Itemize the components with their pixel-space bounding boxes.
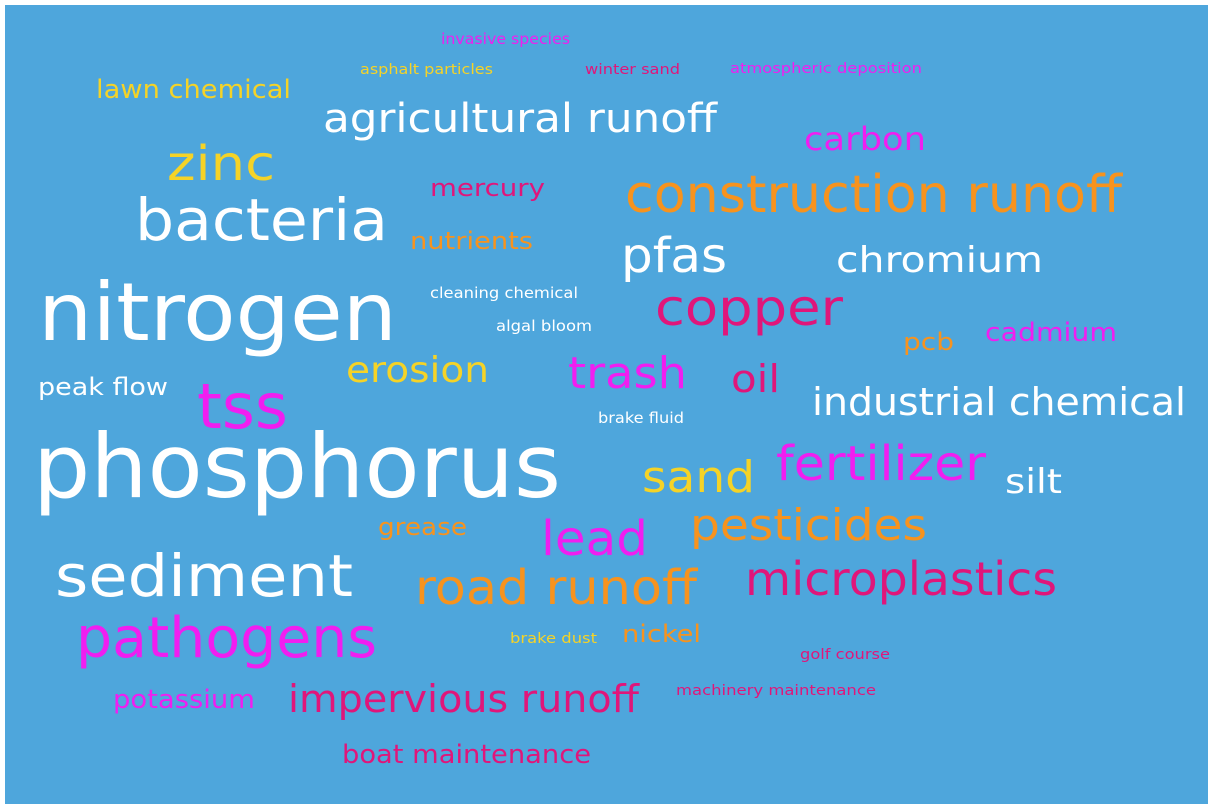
word: winter sand [585,62,680,78]
word: zinc [167,136,275,192]
word: road runoff [415,560,698,616]
word: copper [655,279,843,337]
word: atmospheric deposition [730,61,922,77]
word: erosion [346,350,489,391]
word: grease [378,513,467,541]
word: invasive species [441,30,570,48]
word: potassium [113,685,255,715]
word: tss [197,370,288,443]
word: sediment [55,542,353,610]
word: chromium [836,240,1043,281]
word: phosphorus [33,415,561,518]
word: nitrogen [38,266,397,359]
word: pcb [903,328,954,356]
word: golf course [800,647,890,663]
word: oil [731,357,780,401]
word: bacteria [135,186,388,254]
word: trash [568,348,687,399]
word: brake dust [510,631,598,647]
word: algal bloom [496,317,592,335]
word: agricultural runoff [323,96,719,142]
word: mercury [430,174,545,202]
word: sand [642,452,755,503]
word: pesticides [690,500,927,551]
word: fertilizer [776,436,986,492]
word: asphalt particles [360,62,493,78]
word: silt [1005,462,1062,502]
word: industrial chemical [812,380,1186,424]
word: nickel [622,620,701,648]
word: brake fluid [598,409,684,427]
word: cleaning chemical [430,284,578,302]
word: pfas [621,228,727,284]
word: cadmium [985,318,1117,348]
word: microplastics [745,552,1057,606]
background [5,5,1208,804]
word: carbon [804,120,926,158]
word: boat maintenance [342,740,591,770]
word: lead [541,511,648,567]
word: lawn chemical [96,75,291,105]
word: construction runoff [625,165,1123,225]
word: peak flow [38,373,168,401]
word: machinery maintenance [676,683,876,699]
word: impervious runoff [288,677,640,721]
word: nutrients [410,227,533,255]
word: pathogens [76,606,377,671]
